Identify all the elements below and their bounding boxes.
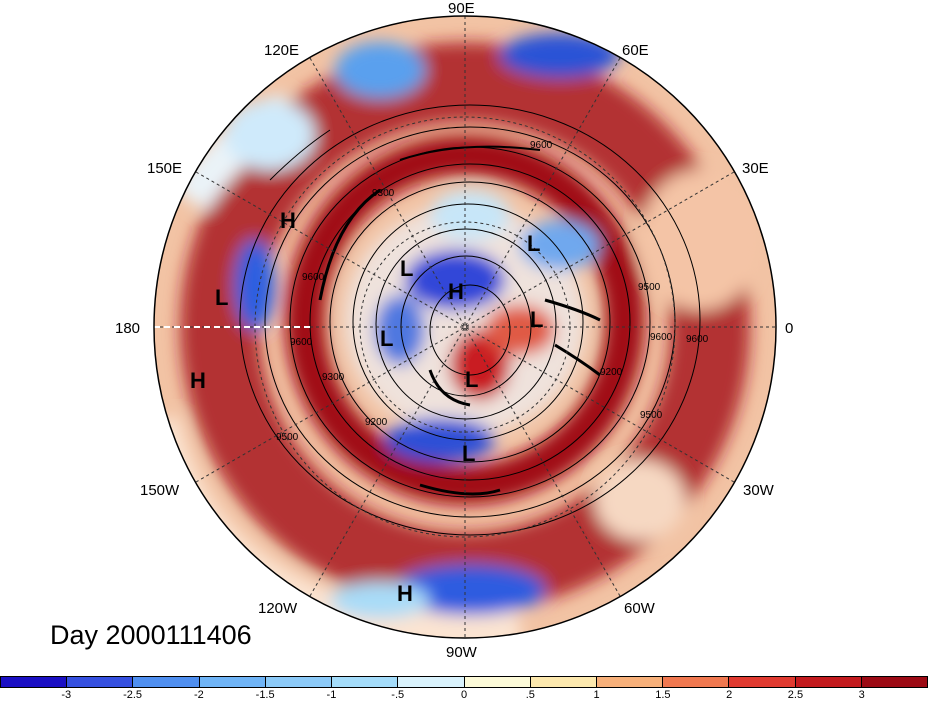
lon-label-150e: 150E: [147, 160, 183, 177]
colorbar-tick-label: 0: [460, 689, 468, 701]
colorbar-tick-label: 1.5: [655, 689, 671, 701]
high-pressure-label: H: [280, 208, 296, 233]
colorbar-cell: [861, 677, 928, 687]
contour-label: 9600: [302, 272, 325, 283]
contour-label: 9200: [365, 417, 388, 428]
contour-label: 9500: [276, 432, 299, 443]
lon-label-60e: 60E: [622, 42, 649, 59]
lon-label-180: 180: [115, 320, 141, 337]
lon-label-30e: 30E: [742, 160, 769, 177]
contour-label: 9300: [322, 372, 345, 383]
contour-label: 9300: [372, 188, 395, 199]
colorbar-cell: [332, 677, 399, 687]
contour-label: 9600: [290, 337, 313, 348]
low-pressure-label: L: [400, 256, 413, 281]
colorbar-cell: [398, 677, 465, 687]
low-pressure-label: L: [462, 441, 475, 466]
colorbar-tick-label: .5: [525, 689, 535, 701]
low-pressure-label: L: [215, 285, 228, 310]
lon-label-120w: 120W: [258, 600, 298, 617]
lon-label-60w: 60W: [624, 600, 655, 617]
day-title: Day 2000111406: [50, 620, 252, 650]
colorbar-cell: [795, 677, 862, 687]
colorbar-cell: [199, 677, 266, 687]
colorbar-tick-label: 1: [593, 689, 600, 701]
colorbar-tick-label: -2.5: [123, 689, 143, 701]
colorbar-tick-label: -.5: [391, 689, 405, 701]
colorbar-cell: [67, 677, 134, 687]
contour-label: 9200: [600, 367, 623, 378]
lon-label-150w: 150W: [140, 482, 180, 499]
lon-label-120e: 120E: [264, 42, 300, 59]
low-pressure-label: L: [380, 326, 393, 351]
colorbar-tick-label: -1.5: [255, 689, 275, 701]
height-contours: [239, 104, 701, 536]
colorbar-tick-label: -2: [193, 689, 204, 701]
contour-label-group: 9600 9300 9600 9600 9300 9200 9500 9600 …: [276, 140, 709, 443]
contour-label: 9600: [686, 334, 709, 345]
colorbar-cell: [729, 677, 796, 687]
high-pressure-label: H: [190, 368, 206, 393]
low-pressure-label: L: [530, 307, 543, 332]
lon-label-30w: 30W: [743, 482, 774, 499]
colorbar-cell: [265, 677, 333, 687]
colorbar-cell: [530, 677, 597, 687]
contour-label: 9500: [638, 282, 661, 293]
colorbar-tick-label: 2.5: [787, 689, 804, 701]
colorbar-tick-label: -1: [326, 689, 337, 701]
graticule: [154, 16, 776, 638]
colorbar-cell: [596, 677, 664, 687]
high-pressure-label: H: [397, 581, 413, 606]
lon-label-0: 0: [785, 320, 794, 337]
contour-label: 9600: [530, 140, 553, 151]
pressure-system-labels: H L H L L H L L L L H: [190, 208, 543, 606]
contour-label: 9600: [650, 332, 673, 343]
colorbar-tick-label: 3: [858, 689, 865, 701]
lon-label-90e: 90E: [448, 0, 475, 17]
colorbar: [0, 676, 928, 688]
lon-label-90w: 90W: [446, 644, 477, 661]
low-pressure-label: L: [527, 231, 540, 256]
colorbar-tick-label: -3: [61, 689, 72, 701]
colorbar-cell: [133, 677, 200, 687]
contour-label: 9500: [640, 410, 663, 421]
colorbar-cell: [663, 677, 730, 687]
colorbar-cell: [464, 677, 531, 687]
low-pressure-label: L: [465, 367, 478, 392]
high-pressure-label: H: [448, 279, 464, 304]
colorbar-cell: [1, 677, 68, 687]
colorbar-tick-label: 2: [726, 689, 733, 701]
map-boundary: [153, 15, 777, 639]
anomaly-field: [154, 16, 776, 638]
